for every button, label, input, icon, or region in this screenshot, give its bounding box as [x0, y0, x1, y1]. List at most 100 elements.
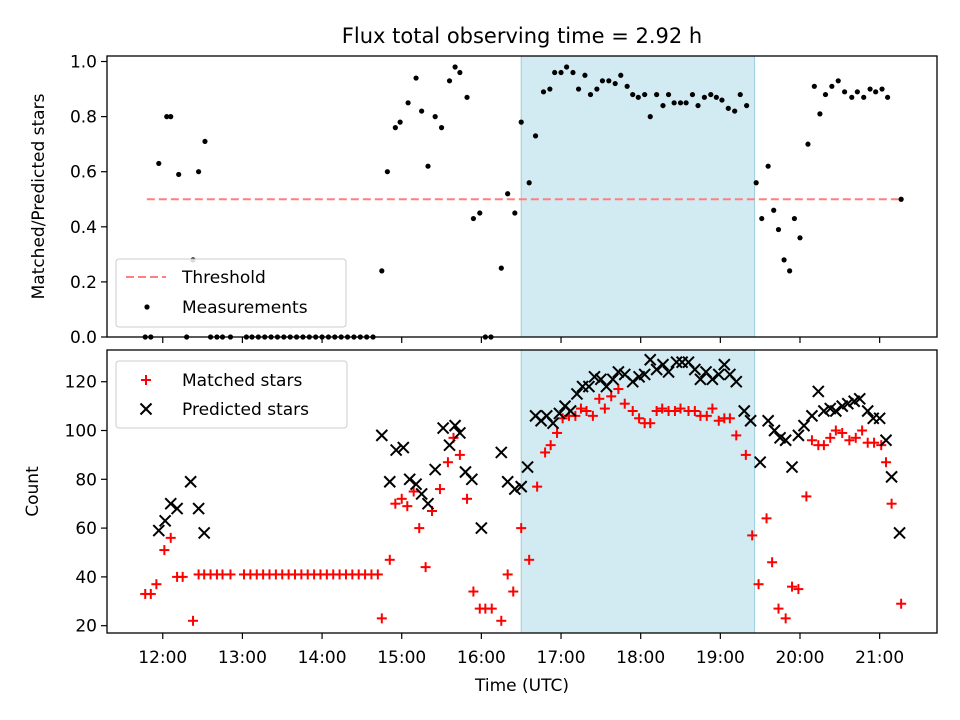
measurement-point [526, 180, 532, 186]
matched-star-point [801, 491, 812, 502]
measurement-point [683, 100, 689, 106]
matched-star-point [669, 405, 680, 416]
predicted-star-point [688, 363, 702, 376]
y-tick-label: 100 [65, 422, 97, 442]
matched-star-point [818, 440, 829, 451]
measurement-point [446, 78, 453, 84]
predicted-star-point [650, 363, 663, 376]
predicted-star-point [662, 365, 675, 379]
chart-title: Flux total observing time = 2.92 h [342, 24, 702, 48]
predicted-star-point [785, 460, 799, 474]
x-tick-label: 16:00 [457, 648, 506, 668]
predicted-star-point [644, 353, 657, 366]
predicted-star-point [375, 429, 389, 442]
y-tick-label: 40 [75, 568, 97, 588]
predicted-star-point [164, 497, 177, 510]
matched-star-point [850, 432, 861, 443]
measurement-point [196, 169, 202, 175]
predicted-star-point [428, 463, 442, 476]
measurement-point [470, 215, 477, 222]
ratio-panel: 0.0 0.2 0.4 0.6 0.8 1.0 Matched/Predicted sta… [29, 53, 938, 348]
measurement-point [885, 94, 891, 100]
x-tick-label: 21:00 [855, 648, 904, 668]
predicted-star-point [158, 514, 172, 527]
predicted-star-point [582, 380, 596, 393]
measurement-point [713, 94, 719, 100]
matched-star-point [434, 484, 445, 495]
predicted-star-point [861, 404, 874, 418]
measurement-point [744, 102, 750, 109]
measurement-point [599, 78, 606, 84]
matched-star-point [442, 457, 453, 468]
matched-star-point [587, 410, 598, 421]
x-tick-label: 19:00 [696, 648, 745, 668]
predicted-star-point [873, 412, 886, 425]
predicted-star-point [184, 475, 197, 488]
y-tick-label: 1.0 [70, 53, 97, 73]
matched-star-point [825, 432, 836, 443]
predicted-star-point [436, 421, 450, 435]
x-tick-label: 15:00 [377, 648, 426, 668]
predicted-stars-points [152, 353, 906, 540]
predicted-star-point [421, 497, 435, 510]
ratio-legend: Threshold Measurements [115, 258, 347, 328]
matched-star-point [188, 615, 199, 626]
measurement-point [397, 119, 403, 125]
matched-star-point [780, 613, 791, 624]
predicted-star-point [170, 502, 184, 515]
matched-star-point [651, 405, 662, 416]
predicted-star-point [879, 434, 893, 447]
legend-matched-label: Matched stars [182, 371, 302, 391]
predicted-star-point [521, 460, 534, 474]
measurement-point [575, 86, 582, 92]
matched-star-point [599, 403, 610, 414]
measurement-point [695, 102, 701, 109]
measurement-point [457, 69, 463, 76]
count-y-ticks: 20 40 60 80 100 120 [65, 373, 107, 637]
predicted-star-point [656, 358, 670, 371]
predicted-star-point [779, 434, 792, 447]
measurement-point [594, 86, 600, 92]
matched-star-point [420, 562, 431, 573]
predicted-star-point [570, 387, 584, 401]
matched-star-point [159, 545, 170, 556]
matched-star-point [657, 403, 668, 414]
predicted-star-point [448, 419, 462, 432]
x-tick-label: 20:00 [775, 648, 824, 668]
measurement-point [781, 257, 787, 263]
predicted-star-point [792, 429, 805, 442]
measurement-point [413, 75, 419, 81]
matched-star-point [545, 440, 556, 451]
measurement-point [737, 91, 743, 98]
predicted-star-point [612, 365, 625, 379]
measurement-point [771, 207, 777, 213]
matched-star-point [408, 486, 419, 497]
matched-star-point [753, 579, 764, 590]
measurement-point [811, 83, 817, 89]
legend-predicted-swatch [139, 402, 153, 416]
measurement-point [677, 100, 684, 106]
matched-star-point [486, 603, 497, 614]
predicted-star-point [893, 526, 906, 540]
measurement-point [405, 100, 411, 106]
measurement-point [552, 69, 558, 76]
legend-measurements-label: Measurements [182, 298, 308, 318]
matched-star-point [724, 413, 735, 424]
matched-star-point [645, 418, 656, 429]
measurement-point [202, 138, 208, 145]
measurement-point [817, 111, 823, 117]
predicted-star-point [397, 441, 410, 454]
measurement-point [797, 235, 803, 241]
predicted-star-point [508, 482, 522, 496]
ratio-axes-frame [106, 55, 938, 338]
measurement-point [379, 268, 385, 274]
predicted-star-point [415, 487, 428, 501]
measurement-point [164, 114, 170, 120]
matched-star-point [773, 603, 784, 614]
x-tick-label: 17:00 [537, 648, 586, 668]
measurement-point [775, 226, 782, 233]
matched-star-point [496, 615, 507, 626]
y-tick-label: 0.4 [70, 218, 97, 238]
measurement-point [861, 94, 867, 100]
predicted-star-point [606, 373, 620, 386]
